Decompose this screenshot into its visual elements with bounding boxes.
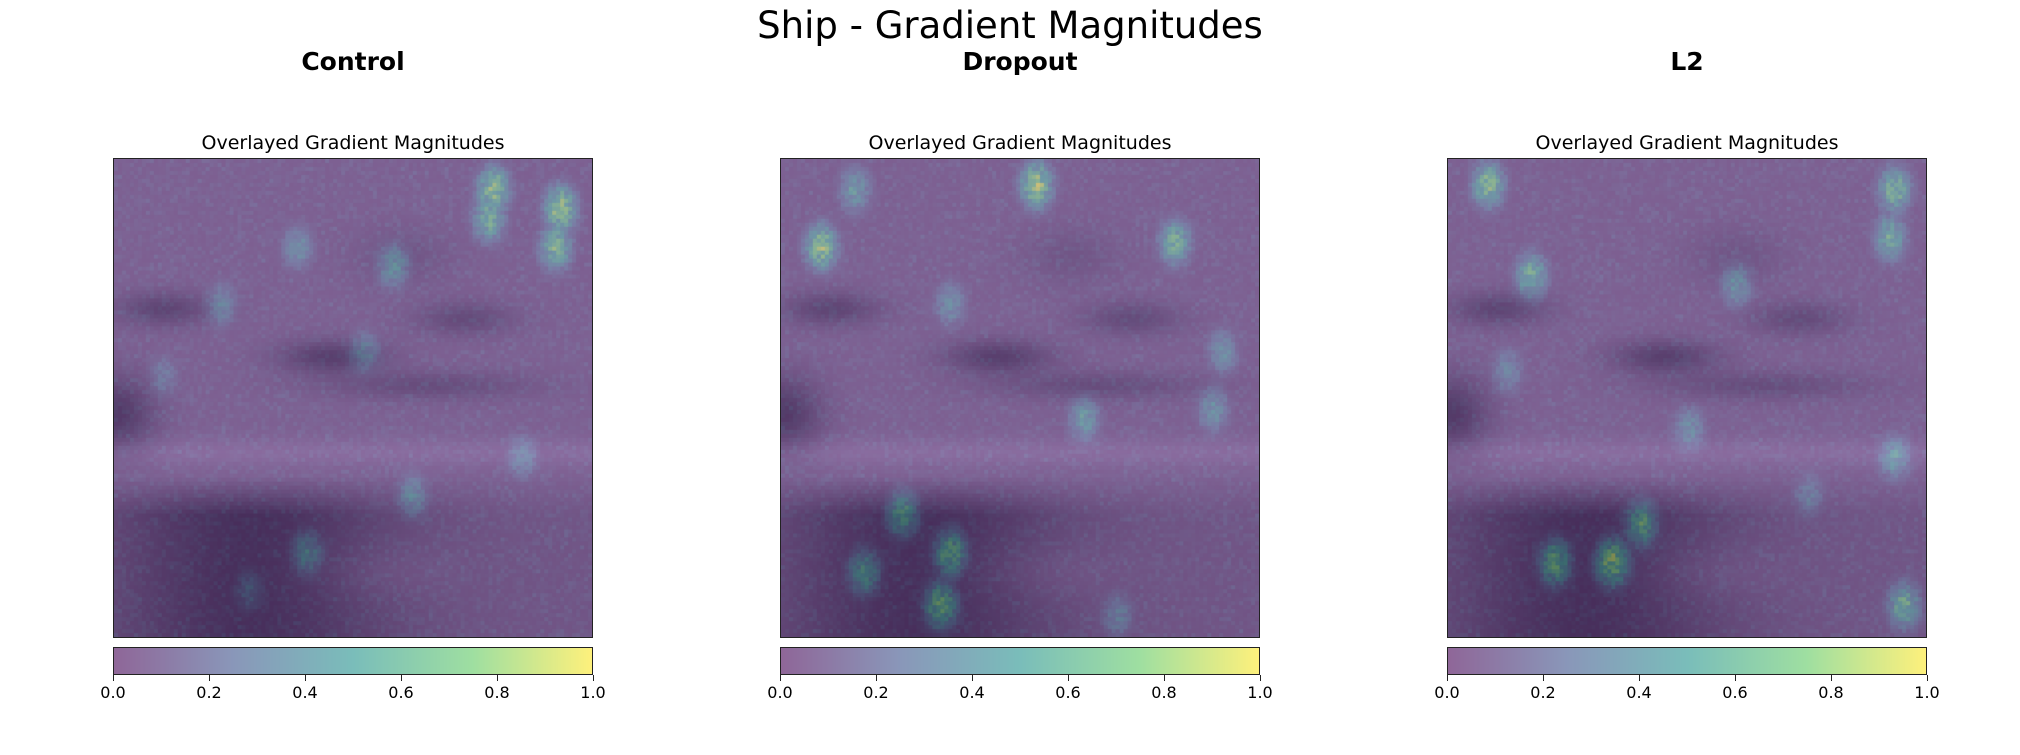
colorbar-tick-label: 1.0 [563,683,623,703]
colorbar-tick [1447,675,1448,681]
colorbar-tick-label: 1.0 [1897,683,1957,703]
colorbar-tick [305,675,306,681]
colorbar [113,647,593,675]
colorbar-ticks: 0.0 0.2 0.4 0.6 0.8 1.0 [780,675,1260,705]
colorbar-tick-label: 0.6 [1038,683,1098,703]
colorbar-ticks: 0.0 0.2 0.4 0.6 0.8 1.0 [113,675,593,705]
colorbar-tick [972,675,973,681]
colorbar-tick [1543,675,1544,681]
colorbar-tick [780,675,781,681]
colorbar-tick-label: 0.2 [1513,683,1573,703]
colorbar-tick [209,675,210,681]
colorbar-tick-label: 0.0 [1417,683,1477,703]
colorbar-tick-label: 0.6 [1705,683,1765,703]
colorbar-tick [497,675,498,681]
colorbar-tick [876,675,877,681]
colorbar-tick-label: 0.2 [846,683,906,703]
colorbar-tick [1639,675,1640,681]
colorbar-tick-label: 0.2 [179,683,239,703]
panel-l2: L2 Overlayed Gradient Magnitudes 0.0 0.2 0… [1447,0,1927,755]
colorbar-tick-label: 0.4 [942,683,1002,703]
colorbar-tick-label: 0.6 [371,683,431,703]
colorbar-tick-label: 0.8 [1134,683,1194,703]
panel-title: L2 [1447,47,1927,77]
colorbar-tick-label: 0.8 [467,683,527,703]
axes-title: Overlayed Gradient Magnitudes [1447,131,1927,155]
colorbar-tick [113,675,114,681]
colorbar-tick [1260,675,1261,681]
axes-title: Overlayed Gradient Magnitudes [113,131,593,155]
colorbar-tick-label: 0.0 [83,683,143,703]
colorbar-tick-label: 0.4 [1609,683,1669,703]
colorbar-tick [1068,675,1069,681]
colorbar-tick-label: 0.8 [1801,683,1861,703]
panel-title: Dropout [780,47,1260,77]
colorbar-tick [1735,675,1736,681]
panel-dropout: Dropout Overlayed Gradient Magnitudes 0.… [780,0,1260,755]
colorbar-ticks: 0.0 0.2 0.4 0.6 0.8 1.0 [1447,675,1927,705]
gradient-heatmap [113,158,593,638]
colorbar-tick-label: 0.4 [275,683,335,703]
panel-control: Control Overlayed Gradient Magnitudes 0.… [113,0,593,755]
colorbar-tick-label: 1.0 [1230,683,1290,703]
colorbar-tick [1927,675,1928,681]
colorbar [1447,647,1927,675]
colorbar [780,647,1260,675]
gradient-heatmap [780,158,1260,638]
panel-title: Control [113,47,593,77]
gradient-heatmap [1447,158,1927,638]
colorbar-tick-label: 0.0 [750,683,810,703]
colorbar-tick [1164,675,1165,681]
colorbar-tick [401,675,402,681]
axes-title: Overlayed Gradient Magnitudes [780,131,1260,155]
colorbar-tick [593,675,594,681]
colorbar-tick [1831,675,1832,681]
